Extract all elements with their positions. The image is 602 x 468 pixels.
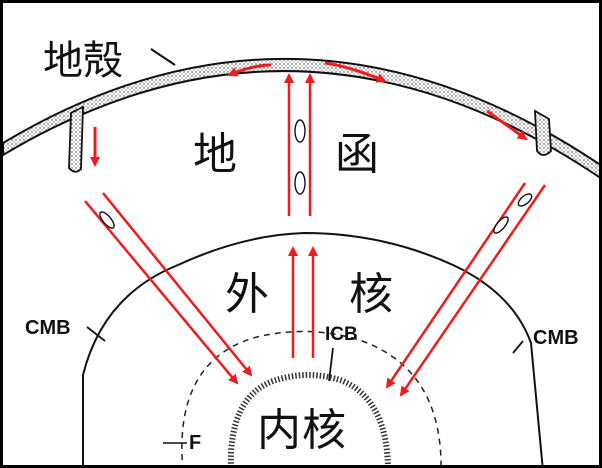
slab-arrow-right-2 <box>399 184 547 397</box>
label-mantle-right: 函 <box>335 129 380 180</box>
crust-pointer <box>150 48 176 66</box>
f-zone-boundary <box>181 330 442 465</box>
core-mantle-boundary <box>82 231 544 465</box>
cmb-right-pointer <box>512 340 524 354</box>
arrow-crust-right-down <box>486 109 528 141</box>
label-outer-core-right: 核 <box>349 269 394 320</box>
earth-cross-section <box>3 48 599 465</box>
label-inner-core: 内核 <box>257 405 347 456</box>
right-subducting-slab <box>534 109 552 156</box>
inner-core-boundary <box>227 372 391 465</box>
label-icb: ICB <box>325 324 358 345</box>
label-f-zone: F <box>189 432 202 454</box>
label-crust: 地殻 <box>43 38 123 84</box>
label-mantle-left: 地 <box>193 129 238 180</box>
tracer-blobs <box>99 119 533 234</box>
inner-core <box>230 375 388 465</box>
label-outer-core-left: 外 <box>225 269 270 320</box>
label-cmb-right: CMB <box>533 327 579 349</box>
crust-layer <box>3 57 599 179</box>
slab-arrow-right-1 <box>385 182 527 389</box>
arrow-crust-left <box>227 63 272 77</box>
cmb-left-pointer <box>86 326 106 342</box>
icb-pointer <box>328 347 334 382</box>
arrow-crust-right <box>324 61 387 83</box>
left-subducting-slab <box>68 105 84 173</box>
slab-arrow-left-1 <box>84 200 239 385</box>
slab-arrow-left-2 <box>102 192 253 377</box>
label-cmb-left: CMB <box>25 317 71 339</box>
